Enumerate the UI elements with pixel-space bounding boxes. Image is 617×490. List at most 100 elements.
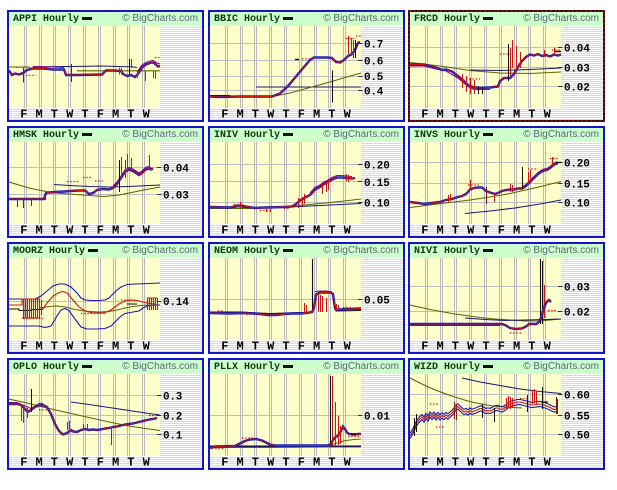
svg-text:F: F <box>421 224 428 237</box>
svg-text:W: W <box>344 108 352 121</box>
svg-text:F: F <box>97 108 104 121</box>
svg-text:0.2: 0.2 <box>163 412 182 424</box>
svg-text:W: W <box>66 108 74 121</box>
svg-text:F: F <box>97 340 104 353</box>
svg-text:M: M <box>436 456 443 469</box>
svg-text:T: T <box>81 108 88 121</box>
svg-text:M: M <box>236 224 243 237</box>
svg-text:T: T <box>252 456 259 469</box>
svg-text:F: F <box>498 340 505 353</box>
svg-text:F: F <box>20 224 27 237</box>
svg-text:0.15: 0.15 <box>564 180 590 192</box>
svg-text:0.03: 0.03 <box>564 283 590 295</box>
svg-text:0.50: 0.50 <box>564 431 590 443</box>
svg-text:F: F <box>498 456 505 469</box>
svg-text:M: M <box>513 456 520 469</box>
svg-text:0.55: 0.55 <box>564 412 590 424</box>
svg-text:W: W <box>143 456 151 469</box>
svg-text:0.05: 0.05 <box>364 296 390 308</box>
svg-text:W: W <box>66 340 74 353</box>
svg-text:W: W <box>267 224 275 237</box>
svg-text:M: M <box>236 108 243 121</box>
svg-text:F: F <box>298 224 305 237</box>
svg-text:W: W <box>544 340 552 353</box>
svg-text:0.10: 0.10 <box>364 199 390 211</box>
svg-text:T: T <box>328 224 335 237</box>
svg-text:0.02: 0.02 <box>564 83 590 95</box>
svg-text:T: T <box>328 340 335 353</box>
svg-text:0.10: 0.10 <box>564 199 590 211</box>
svg-text:F: F <box>20 456 27 469</box>
svg-text:M: M <box>236 456 243 469</box>
svg-text:T: T <box>51 224 58 237</box>
svg-text:0.6: 0.6 <box>364 56 383 68</box>
svg-text:W: W <box>467 224 475 237</box>
svg-text:T: T <box>81 224 88 237</box>
svg-text:M: M <box>35 456 42 469</box>
svg-text:W: W <box>143 108 151 121</box>
svg-text:M: M <box>35 108 42 121</box>
svg-text:F: F <box>221 340 228 353</box>
svg-text:M: M <box>313 340 320 353</box>
svg-text:T: T <box>51 108 58 121</box>
svg-text:T: T <box>127 224 134 237</box>
svg-text:0.03: 0.03 <box>564 64 590 76</box>
svg-text:F: F <box>298 108 305 121</box>
svg-text:M: M <box>436 340 443 353</box>
svg-text:T: T <box>51 340 58 353</box>
svg-text:0.14: 0.14 <box>163 297 189 309</box>
svg-text:W: W <box>267 108 275 121</box>
svg-text:F: F <box>221 108 228 121</box>
svg-text:0.04: 0.04 <box>163 164 189 176</box>
svg-text:T: T <box>452 108 459 121</box>
svg-text:T: T <box>127 456 134 469</box>
svg-text:T: T <box>127 108 134 121</box>
svg-text:F: F <box>221 456 228 469</box>
svg-text:F: F <box>20 340 27 353</box>
svg-text:T: T <box>252 224 259 237</box>
svg-text:T: T <box>482 108 489 121</box>
svg-text:F: F <box>421 340 428 353</box>
svg-text:T: T <box>282 456 289 469</box>
svg-text:W: W <box>143 340 151 353</box>
svg-text:T: T <box>282 224 289 237</box>
svg-text:T: T <box>81 340 88 353</box>
svg-text:T: T <box>528 224 535 237</box>
svg-text:0.15: 0.15 <box>364 178 390 190</box>
svg-text:M: M <box>513 340 520 353</box>
svg-text:M: M <box>313 456 320 469</box>
svg-text:W: W <box>344 340 352 353</box>
svg-text:F: F <box>221 224 228 237</box>
svg-text:M: M <box>112 224 119 237</box>
svg-text:T: T <box>528 108 535 121</box>
svg-text:F: F <box>498 108 505 121</box>
svg-text:M: M <box>513 224 520 237</box>
svg-text:0.5: 0.5 <box>364 72 384 84</box>
svg-text:W: W <box>66 224 74 237</box>
svg-text:M: M <box>313 224 320 237</box>
svg-text:F: F <box>97 456 104 469</box>
svg-text:W: W <box>66 456 74 469</box>
svg-text:T: T <box>282 340 289 353</box>
svg-text:F: F <box>421 456 428 469</box>
svg-text:T: T <box>328 456 335 469</box>
svg-text:M: M <box>112 108 119 121</box>
svg-text:F: F <box>298 456 305 469</box>
svg-text:0.03: 0.03 <box>163 191 189 203</box>
svg-text:F: F <box>498 224 505 237</box>
svg-text:T: T <box>328 108 335 121</box>
svg-text:T: T <box>482 456 489 469</box>
svg-text:M: M <box>236 340 243 353</box>
svg-text:F: F <box>20 108 27 121</box>
svg-text:W: W <box>467 108 475 121</box>
svg-text:W: W <box>467 340 475 353</box>
svg-text:M: M <box>436 108 443 121</box>
svg-text:T: T <box>51 456 58 469</box>
svg-text:T: T <box>282 108 289 121</box>
svg-text:0.04: 0.04 <box>564 44 590 56</box>
svg-text:0.1: 0.1 <box>163 431 183 443</box>
svg-text:M: M <box>513 108 520 121</box>
svg-text:T: T <box>482 224 489 237</box>
svg-text:0.60: 0.60 <box>564 391 590 403</box>
svg-text:F: F <box>298 340 305 353</box>
